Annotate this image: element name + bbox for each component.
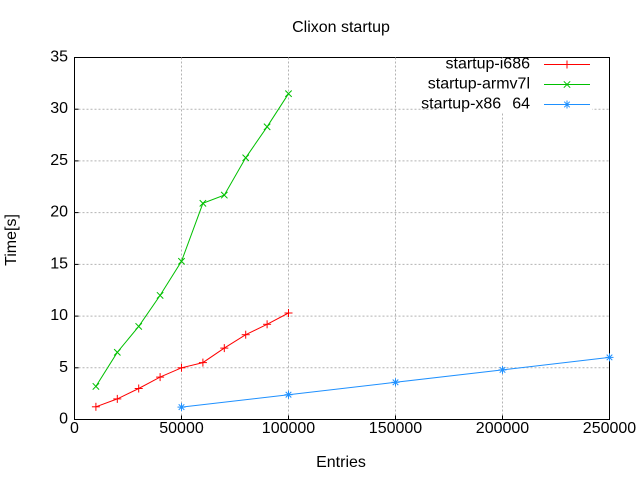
svg-text:30: 30: [50, 100, 68, 117]
svg-text:Entries: Entries: [316, 454, 366, 471]
svg-text:Time[s]: Time[s]: [3, 214, 20, 266]
svg-text:5: 5: [59, 359, 68, 376]
svg-text:100000: 100000: [262, 420, 315, 437]
svg-text:250000: 250000: [583, 420, 636, 437]
svg-text:startup-i686: startup-i686: [446, 56, 531, 73]
svg-text:Clixon startup: Clixon startup: [292, 19, 390, 36]
svg-text:50000: 50000: [159, 420, 204, 437]
svg-text:200000: 200000: [476, 420, 529, 437]
svg-text:150000: 150000: [369, 420, 422, 437]
svg-text:0: 0: [59, 411, 68, 428]
svg-text:15: 15: [50, 255, 68, 272]
svg-text:25: 25: [50, 152, 68, 169]
svg-text:startup-armv7l: startup-armv7l: [428, 76, 530, 93]
svg-text:10: 10: [50, 307, 68, 324]
svg-text:35: 35: [50, 49, 68, 66]
svg-text:0: 0: [70, 420, 79, 437]
svg-text:20: 20: [50, 204, 68, 221]
